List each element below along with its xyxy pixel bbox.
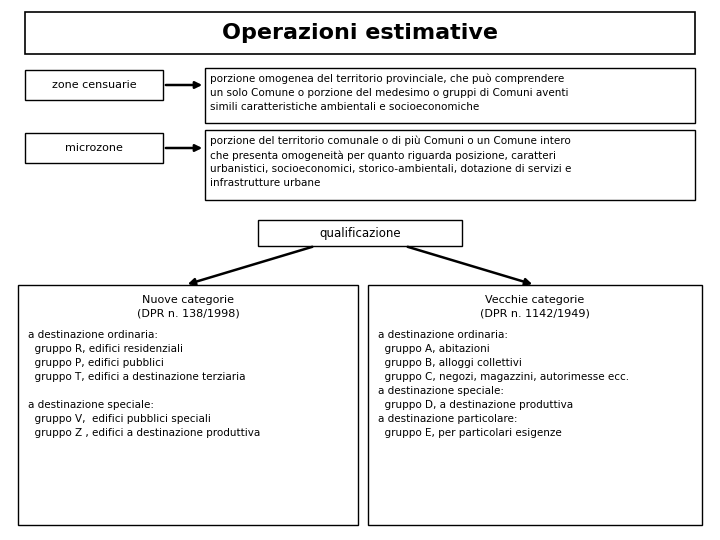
Bar: [205, 68, 695, 123]
Text: a destinazione ordinaria:
  gruppo A, abitazioni
  gruppo B, alloggi collettivi
: a destinazione ordinaria: gruppo A, abit…: [378, 330, 629, 438]
Bar: [18, 285, 358, 525]
Text: qualificazione: qualificazione: [319, 226, 401, 240]
Text: a destinazione ordinaria:
  gruppo R, edifici residenziali
  gruppo P, edifici p: a destinazione ordinaria: gruppo R, edif…: [28, 330, 260, 438]
Text: porzione omogenea del territorio provinciale, che può comprendere
un solo Comune: porzione omogenea del territorio provinc…: [210, 74, 569, 112]
Text: Vecchie categorie
(DPR n. 1142/1949): Vecchie categorie (DPR n. 1142/1949): [480, 295, 590, 318]
Text: zone censuarie: zone censuarie: [52, 80, 136, 90]
Bar: [25, 133, 163, 163]
Text: porzione del territorio comunale o di più Comuni o un Comune intero
che presenta: porzione del territorio comunale o di pi…: [210, 136, 572, 188]
Bar: [258, 220, 462, 246]
Bar: [205, 130, 695, 200]
Text: Nuove categorie
(DPR n. 138/1998): Nuove categorie (DPR n. 138/1998): [137, 295, 239, 318]
Text: Operazioni estimative: Operazioni estimative: [222, 23, 498, 43]
Bar: [25, 70, 163, 100]
Bar: [25, 12, 695, 54]
Text: microzone: microzone: [65, 143, 123, 153]
Bar: [368, 285, 702, 525]
